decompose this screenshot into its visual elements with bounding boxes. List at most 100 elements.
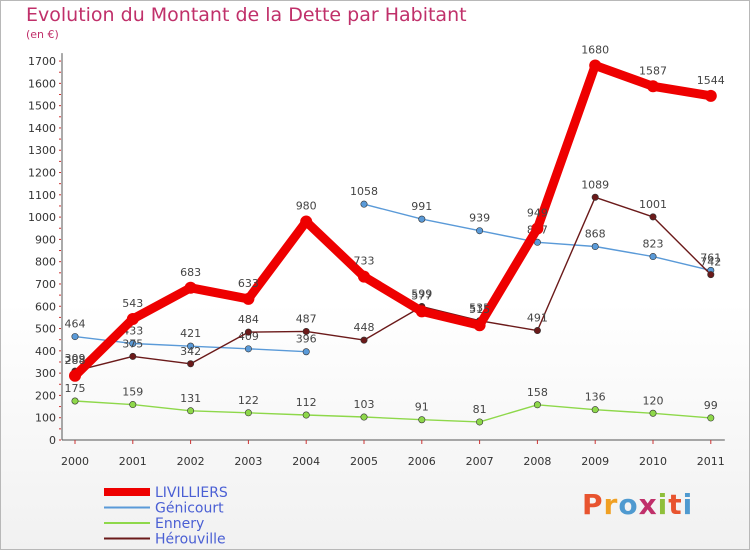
y-axis-unit: (en €) bbox=[26, 28, 59, 41]
data-point-livilliers bbox=[415, 305, 428, 318]
legend-label: Ennery bbox=[155, 516, 204, 532]
data-point-herouville bbox=[707, 271, 715, 279]
data-point-genicourt bbox=[649, 253, 657, 261]
x-tick-label: 2009 bbox=[581, 455, 609, 468]
x-tick-label: 2001 bbox=[119, 455, 147, 468]
logo-letter: o bbox=[618, 488, 639, 521]
data-label-livilliers: 515 bbox=[469, 303, 490, 316]
data-label-herouville: 375 bbox=[122, 337, 143, 350]
y-tick-label: 0 bbox=[49, 434, 56, 447]
data-label-livilliers: 949 bbox=[527, 206, 548, 219]
data-label-ennery: 175 bbox=[65, 382, 86, 395]
data-label-ennery: 103 bbox=[354, 398, 375, 411]
data-label-herouville: 742 bbox=[700, 256, 721, 269]
data-label-livilliers: 577 bbox=[411, 289, 432, 302]
data-label-genicourt: 991 bbox=[411, 200, 432, 213]
data-point-herouville bbox=[591, 193, 599, 201]
series-line-livilliers bbox=[70, 61, 716, 381]
legend-label: Génicourt bbox=[155, 501, 224, 517]
y-tick-label: 1300 bbox=[28, 144, 56, 157]
data-point-ennery bbox=[244, 409, 252, 417]
data-label-livilliers: 733 bbox=[354, 255, 375, 268]
data-point-genicourt bbox=[418, 215, 426, 223]
data-point-livilliers bbox=[300, 215, 313, 228]
y-tick-label: 600 bbox=[35, 300, 56, 313]
y-tick-label: 800 bbox=[35, 256, 56, 269]
data-point-ennery bbox=[707, 414, 715, 422]
data-label-ennery: 91 bbox=[415, 401, 429, 414]
data-point-ennery bbox=[302, 411, 310, 419]
logo-letter: r bbox=[603, 488, 619, 521]
y-tick-label: 300 bbox=[35, 367, 56, 380]
data-point-ennery bbox=[649, 409, 657, 417]
data-label-herouville: 491 bbox=[527, 312, 548, 325]
data-point-livilliers bbox=[531, 222, 544, 235]
data-point-livilliers bbox=[126, 312, 139, 325]
logo-letter: t bbox=[668, 488, 683, 521]
data-label-ennery: 120 bbox=[643, 394, 664, 407]
y-tick-label: 1700 bbox=[28, 55, 56, 68]
y-tick-label: 200 bbox=[35, 389, 56, 402]
data-point-ennery bbox=[187, 407, 195, 415]
y-tick-label: 100 bbox=[35, 412, 56, 425]
data-label-genicourt: 396 bbox=[296, 333, 317, 346]
data-label-herouville: 487 bbox=[296, 312, 317, 325]
data-point-livilliers bbox=[704, 89, 717, 102]
data-point-ennery bbox=[71, 397, 79, 405]
data-point-livilliers bbox=[242, 292, 255, 305]
data-point-herouville bbox=[533, 327, 541, 335]
data-label-herouville: 1089 bbox=[581, 178, 609, 191]
data-label-herouville: 599 bbox=[411, 287, 432, 300]
data-point-genicourt bbox=[244, 345, 252, 353]
data-point-livilliers bbox=[358, 270, 370, 283]
x-tick-label: 2005 bbox=[350, 455, 378, 468]
data-label-ennery: 131 bbox=[180, 392, 201, 405]
data-label-livilliers: 633 bbox=[238, 277, 259, 290]
data-point-herouville bbox=[187, 360, 195, 368]
logo-letter: x bbox=[638, 488, 658, 521]
x-tick-label: 2003 bbox=[234, 455, 262, 468]
y-tick-label: 400 bbox=[35, 345, 56, 358]
data-label-livilliers: 1544 bbox=[697, 74, 725, 87]
data-point-genicourt bbox=[591, 243, 599, 251]
x-tick-label: 2000 bbox=[61, 455, 89, 468]
x-tick-label: 2008 bbox=[523, 455, 551, 468]
proxiti-logo: Proxiti bbox=[582, 488, 693, 521]
x-tick-label: 2002 bbox=[177, 455, 205, 468]
y-tick-label: 1400 bbox=[28, 122, 56, 135]
y-tick-label: 1200 bbox=[28, 167, 56, 180]
data-label-herouville: 448 bbox=[354, 321, 375, 334]
data-point-genicourt bbox=[302, 348, 310, 356]
data-point-herouville bbox=[129, 352, 137, 360]
data-point-genicourt bbox=[129, 339, 137, 347]
data-label-genicourt: 1058 bbox=[350, 185, 378, 198]
y-tick-label: 700 bbox=[35, 278, 56, 291]
data-point-genicourt bbox=[476, 227, 484, 235]
x-tick-label: 2004 bbox=[292, 455, 320, 468]
data-point-livilliers bbox=[647, 80, 659, 93]
data-point-ennery bbox=[533, 401, 541, 409]
y-tick-label: 500 bbox=[35, 323, 56, 336]
data-label-ennery: 122 bbox=[238, 394, 259, 407]
y-tick-label: 900 bbox=[35, 233, 56, 246]
y-tick-label: 1100 bbox=[28, 189, 56, 202]
data-point-herouville bbox=[302, 327, 310, 335]
data-point-livilliers bbox=[473, 319, 486, 332]
data-label-livilliers: 683 bbox=[180, 266, 201, 279]
data-point-ennery bbox=[129, 401, 137, 409]
y-tick-label: 1500 bbox=[28, 100, 56, 113]
data-point-herouville bbox=[649, 213, 657, 221]
legend-label: LIVILLIERS bbox=[155, 485, 228, 501]
data-label-genicourt: 409 bbox=[238, 330, 259, 343]
data-label-livilliers: 1680 bbox=[581, 44, 609, 57]
data-point-genicourt bbox=[71, 333, 79, 341]
data-label-ennery: 99 bbox=[704, 399, 718, 412]
data-label-herouville: 484 bbox=[238, 313, 259, 326]
data-point-livilliers bbox=[589, 59, 602, 72]
data-point-herouville bbox=[244, 328, 252, 336]
x-tick-label: 2010 bbox=[639, 455, 667, 468]
data-label-livilliers: 543 bbox=[122, 297, 143, 310]
data-label-herouville: 309 bbox=[65, 352, 86, 365]
data-label-genicourt: 823 bbox=[643, 238, 664, 251]
